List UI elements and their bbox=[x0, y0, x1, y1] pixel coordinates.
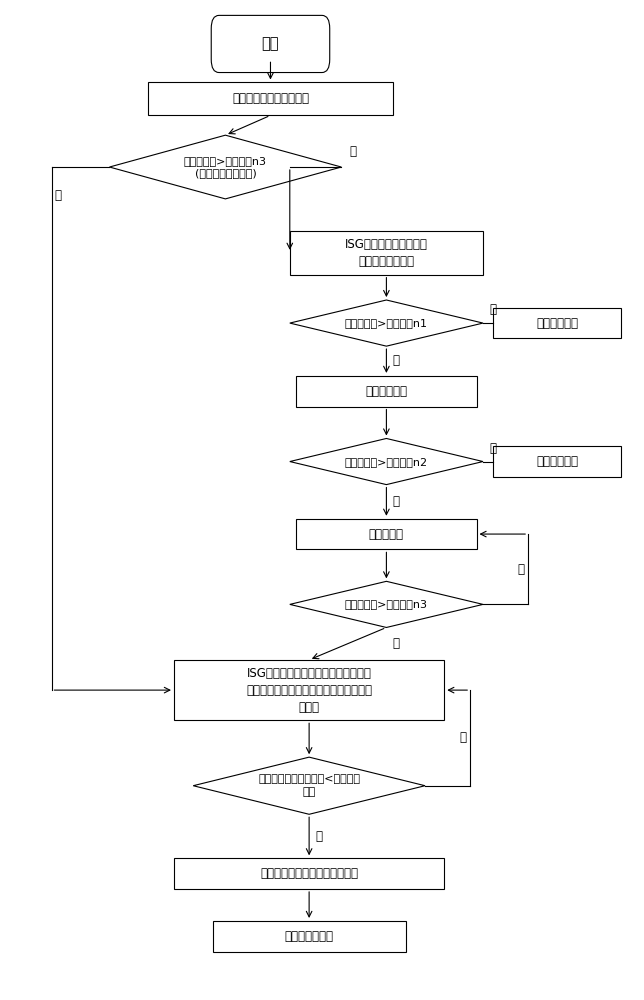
Bar bbox=[174, 858, 444, 889]
Text: 发动机参与驱动: 发动机参与驱动 bbox=[285, 930, 334, 943]
Text: 否: 否 bbox=[518, 563, 525, 576]
Text: 离合器结合，车辆进入并联模式: 离合器结合，车辆进入并联模式 bbox=[260, 867, 358, 880]
Bar bbox=[296, 376, 477, 407]
Text: 发动机转速>设定转速n3: 发动机转速>设定转速n3 bbox=[345, 599, 428, 609]
Polygon shape bbox=[290, 438, 483, 485]
Text: 是: 是 bbox=[393, 354, 400, 367]
Text: 发动机不点火: 发动机不点火 bbox=[536, 455, 578, 468]
Text: 发动机点火: 发动机点火 bbox=[369, 528, 404, 541]
Text: 否: 否 bbox=[489, 303, 497, 316]
Text: 给发动机供气: 给发动机供气 bbox=[365, 385, 408, 398]
Text: 发动机和主电机转速差<设定转速
差值: 发动机和主电机转速差<设定转速 差值 bbox=[258, 775, 360, 797]
Bar bbox=[148, 82, 393, 115]
Text: 发动机转速>设定转速n3
(发动机已完成起机): 发动机转速>设定转速n3 (发动机已完成起机) bbox=[184, 156, 267, 178]
Polygon shape bbox=[193, 757, 425, 814]
FancyBboxPatch shape bbox=[211, 15, 330, 73]
Text: 否: 否 bbox=[489, 442, 497, 455]
Polygon shape bbox=[290, 581, 483, 627]
Text: 满足车辆可进入并联条件: 满足车辆可进入并联条件 bbox=[232, 92, 309, 105]
Text: 发动机转速>设定转速n2: 发动机转速>设定转速n2 bbox=[345, 457, 428, 467]
Bar bbox=[213, 921, 406, 952]
Bar bbox=[296, 519, 477, 549]
Polygon shape bbox=[290, 300, 483, 346]
Text: ISG采用转速控制，目标
转速为主电机转速: ISG采用转速控制，目标 转速为主电机转速 bbox=[345, 238, 428, 268]
Bar bbox=[493, 308, 621, 338]
Text: 开始: 开始 bbox=[261, 36, 279, 51]
Text: 发动机转速>设定转速n1: 发动机转速>设定转速n1 bbox=[345, 318, 428, 328]
Text: 是: 是 bbox=[393, 495, 400, 508]
Text: ISG采用转速控制，跟随主电机转速。
发动机控制为油门控制，并给定合适的油
门值，: ISG采用转速控制，跟随主电机转速。 发动机控制为油门控制，并给定合适的油 门值… bbox=[246, 667, 372, 714]
Text: 否: 否 bbox=[349, 145, 356, 158]
Bar bbox=[493, 446, 621, 477]
Text: 否: 否 bbox=[460, 731, 467, 744]
Bar bbox=[290, 231, 483, 275]
Text: 发动机不供气: 发动机不供气 bbox=[536, 317, 578, 330]
Text: 是: 是 bbox=[55, 189, 62, 202]
Polygon shape bbox=[109, 135, 341, 199]
Bar bbox=[174, 660, 444, 720]
Text: 是: 是 bbox=[316, 830, 323, 843]
Text: 是: 是 bbox=[393, 637, 400, 650]
